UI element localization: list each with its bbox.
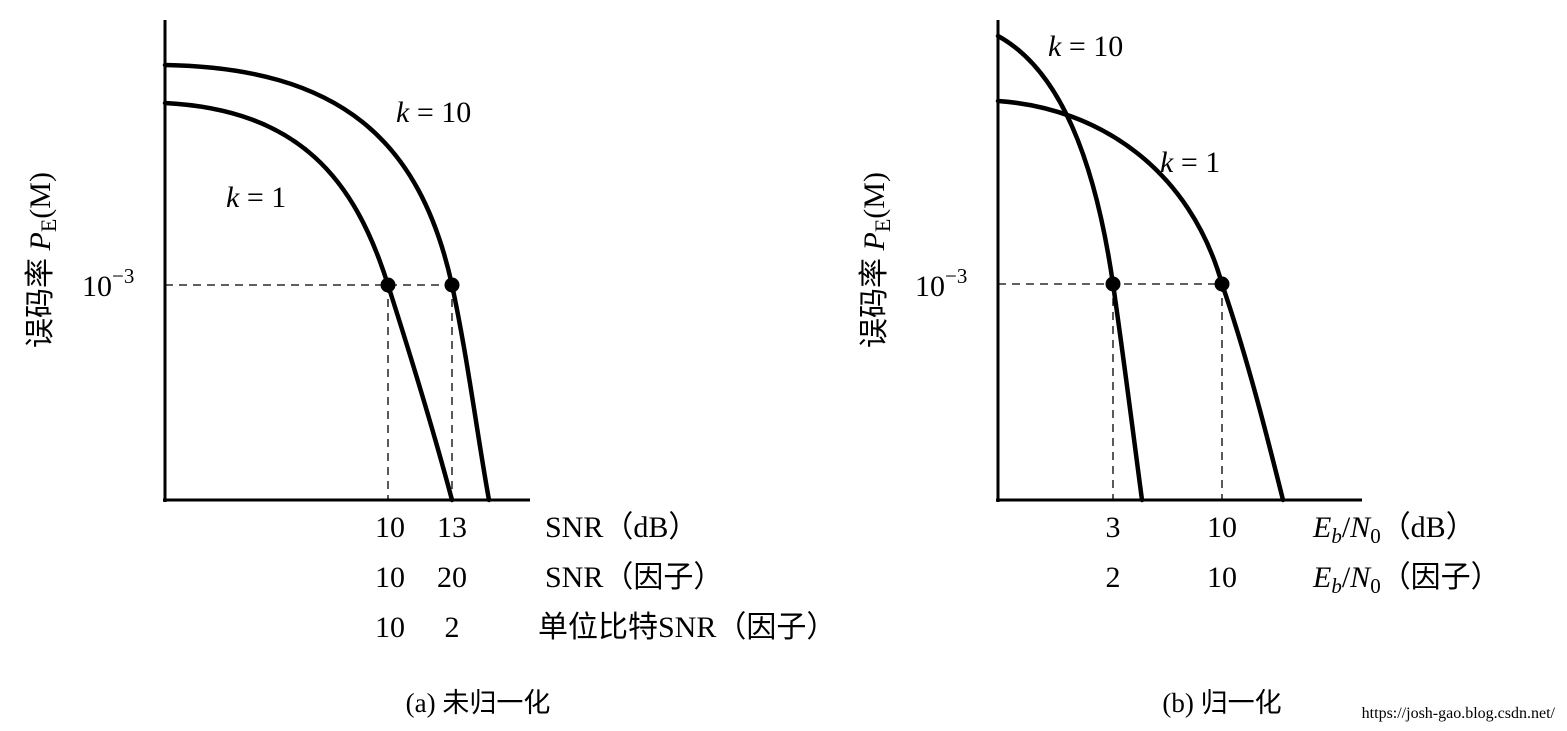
panel-b-point-k10: [1105, 276, 1121, 292]
panel-b-series-k10-line: [995, 33, 1145, 503]
panel-a-row1-label: SNR（dB）: [545, 511, 698, 544]
panel-a-point-k10: [444, 277, 460, 293]
panel-b-y-axis-label-subscript: E: [870, 219, 895, 232]
panel-b-row1-label: Eb/N0（dB）: [1312, 511, 1476, 548]
panel-a-series-label-k1: k = 1: [226, 181, 286, 214]
panel-a-y-marker-label: 10−3: [82, 264, 134, 303]
panel-b-row2-label: Eb/N0（因子）: [1312, 561, 1501, 598]
panel-a-row3-tick-1: 10: [375, 611, 405, 644]
panel-a-caption: (a) 未归一化: [406, 688, 551, 718]
panel-b-y-marker-label: 10−3: [915, 264, 967, 303]
panel-a-row3-label: 单位比特SNR（因子）: [538, 611, 836, 644]
panel-a-y-axis-label-prefix: 误码率: [24, 258, 57, 348]
panel-a-series-k1-line: [162, 100, 455, 503]
panel-a-row3-tick-2: 2: [445, 611, 460, 644]
panel-a-row2-tick-2: 20: [437, 561, 467, 594]
watermark: https://josh-gao.blog.csdn.net/: [1362, 705, 1556, 722]
panel-b-y-axis-label-arg: (M): [858, 172, 891, 219]
panel-b-series-label-k10: k = 10: [1048, 30, 1123, 63]
panel-b: 误码率 PE(M) 10−3 k = 10 k = 1 3 10 Eb/N0（d…: [858, 20, 1501, 718]
panel-b-row1-tick-1: 3: [1106, 511, 1121, 544]
panel-a: 误码率 PE(M) 10−3 k = 10 k = 1 10 13 SNR（dB…: [24, 20, 836, 718]
panel-a-series-k10-line: [162, 62, 492, 503]
panel-b-row2-tick-1: 2: [1106, 561, 1121, 594]
panel-b-series-label-k1: k = 1: [1160, 146, 1220, 179]
panel-b-y-axis-label: 误码率 PE(M): [858, 172, 895, 348]
panel-b-caption: (b) 归一化: [1162, 688, 1281, 718]
panel-b-y-marker-exponent: −3: [945, 264, 967, 288]
panel-b-row1-tick-2: 10: [1207, 511, 1237, 544]
panel-b-y-marker-base: 10: [915, 270, 945, 303]
panel-a-y-marker-exponent: −3: [112, 264, 134, 288]
panel-b-row2-tick-2: 10: [1207, 561, 1237, 594]
panel-b-point-k1: [1214, 276, 1230, 292]
panel-a-row1-tick-2: 13: [437, 511, 467, 544]
panel-a-series-label-k10: k = 10: [396, 96, 471, 129]
panel-a-point-k1: [380, 277, 396, 293]
panel-b-y-axis-label-symbol: P: [858, 232, 891, 251]
panel-a-y-axis-label-symbol: P: [24, 232, 57, 251]
panel-a-y-axis-label-arg: (M): [24, 172, 57, 219]
panel-a-y-marker-base: 10: [82, 270, 112, 303]
panel-b-series-k1-line: [995, 98, 1286, 503]
panel-a-row2-label: SNR（因子）: [545, 561, 723, 594]
panel-a-y-axis-label: 误码率 PE(M): [24, 172, 61, 348]
panel-a-row1-tick-1: 10: [375, 511, 405, 544]
panel-a-row2-tick-1: 10: [375, 561, 405, 594]
panel-a-y-axis-label-subscript: E: [36, 219, 61, 232]
panel-b-y-axis-label-prefix: 误码率: [858, 258, 891, 348]
